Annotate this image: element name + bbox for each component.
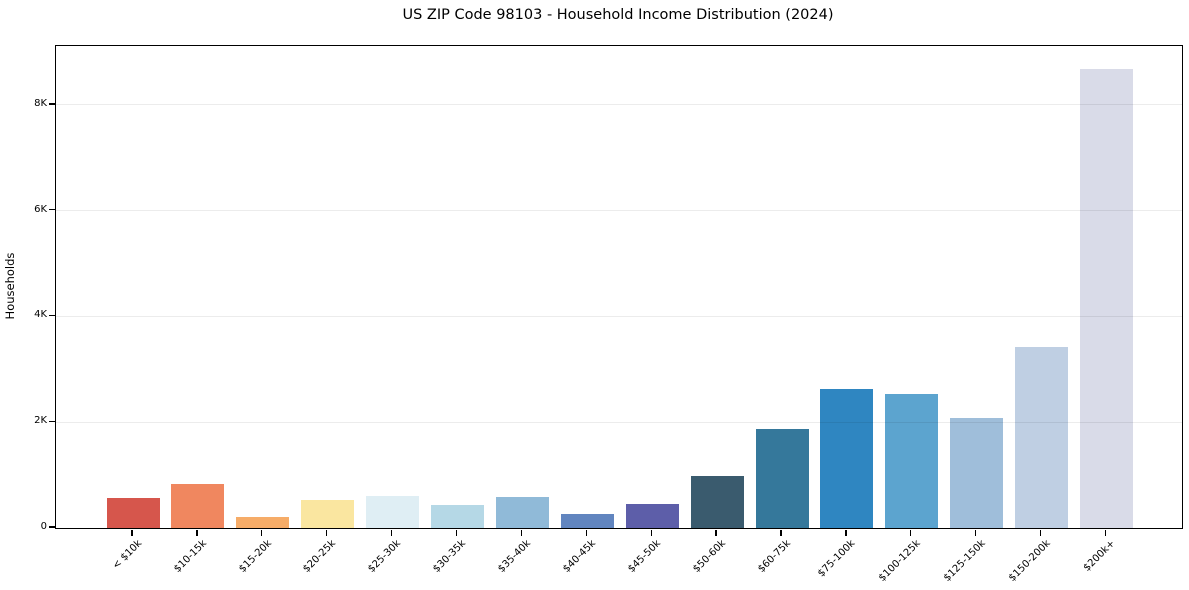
x-tick-mark (585, 530, 587, 536)
x-tick-label: $45-50k (626, 538, 663, 575)
x-tick-label: $75-100k (816, 538, 858, 580)
bar-12 (820, 389, 874, 528)
gridline-2K (56, 421, 1182, 423)
x-tick-mark (650, 530, 652, 536)
y-tick-label: 8K (34, 97, 47, 109)
bar-6 (431, 504, 484, 528)
bar-4 (301, 499, 355, 528)
x-tick-label: $20-25k (301, 538, 339, 575)
y-tick-mark (49, 208, 55, 211)
y-axis-label: Households (3, 252, 17, 320)
bar-13 (885, 394, 939, 528)
bar-16 (1080, 68, 1133, 528)
x-tick-label: $50-60k (690, 538, 728, 575)
bar-14 (950, 417, 1004, 528)
x-tick-mark (131, 530, 133, 536)
y-tick-mark (49, 526, 55, 528)
x-tick-mark (780, 530, 782, 536)
x-tick-label: $60-75k (755, 538, 793, 575)
x-tick-label: $125-150k (941, 538, 988, 584)
x-tick-label: $40-45k (561, 538, 599, 575)
x-tick-label: $25-30k (366, 538, 404, 575)
bar-8 (560, 513, 614, 528)
bar-10 (690, 476, 744, 528)
bar-1 (106, 497, 160, 528)
gridline-6K (56, 210, 1182, 212)
gridline-4K (56, 315, 1182, 317)
y-tick-mark (49, 103, 55, 105)
x-tick-mark (975, 530, 977, 536)
x-tick-label: $150-200k (1006, 538, 1053, 584)
x-tick-mark (845, 530, 847, 536)
bar-3 (236, 517, 290, 528)
x-tick-mark (196, 530, 198, 536)
chart-title: US ZIP Code 98103 - Household Income Dis… (402, 7, 834, 23)
plot-area (55, 45, 1183, 529)
x-tick-mark (326, 530, 328, 536)
x-tick-label: < $10k (110, 538, 144, 572)
bar-5 (366, 495, 420, 528)
x-tick-mark (390, 530, 393, 536)
y-tick-label: 2K (34, 415, 47, 427)
x-tick-mark (455, 530, 458, 536)
y-tick-label: 6K (34, 203, 47, 215)
bar-7 (495, 497, 549, 528)
x-tick-mark (715, 530, 717, 536)
bar-9 (625, 503, 679, 528)
x-tick-label: $15-20k (236, 538, 274, 575)
bar-2 (171, 483, 225, 528)
x-tick-mark (1104, 530, 1107, 536)
y-tick-mark (49, 314, 55, 317)
bar-11 (755, 429, 809, 528)
x-tick-mark (910, 530, 912, 536)
gridline-8K (56, 104, 1182, 106)
x-tick-mark (520, 530, 523, 536)
x-tick-label: $30-35k (431, 538, 469, 575)
y-tick-label: 4K (34, 309, 47, 321)
bar-15 (1015, 346, 1069, 528)
y-tick-label: 0 (40, 521, 47, 532)
x-tick-mark (261, 530, 263, 536)
x-tick-label: $35-40k (496, 538, 534, 575)
x-tick-label: $10-15k (171, 538, 209, 575)
y-tick-mark (49, 420, 55, 422)
x-tick-label: $200k+ (1081, 538, 1118, 574)
x-tick-label: $100-125k (876, 538, 923, 584)
x-tick-mark (1039, 530, 1042, 536)
